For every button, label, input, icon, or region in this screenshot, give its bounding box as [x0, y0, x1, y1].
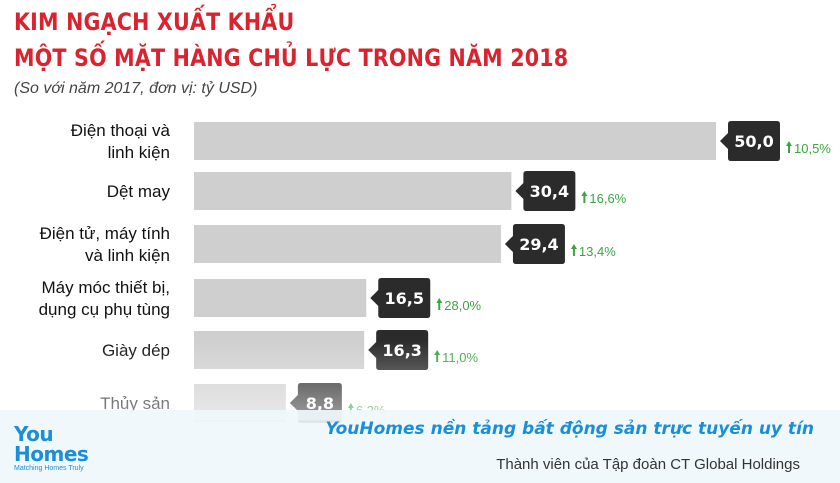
up-arrow-icon	[786, 141, 792, 153]
youhomes-logo[interactable]: You Homes Matching Homes Truly	[8, 418, 108, 474]
chart-title-line-2: MỘT SỐ MẶT HÀNG CHỦ LỰC TRONG NĂM 2018	[14, 44, 569, 72]
category-label: Điện tử, máy tính	[40, 224, 170, 243]
growth-label: 16,6%	[589, 191, 626, 206]
category-label: Máy móc thiết bị,	[42, 278, 171, 297]
up-arrow-icon	[581, 191, 588, 203]
bar-0	[194, 122, 716, 160]
footer-member-text: Thành viên của Tập đoàn CT Global Holdin…	[496, 456, 800, 473]
chart-title-line-1: KIM NGẠCH XUẤT KHẨU	[14, 8, 295, 36]
growth-label: 11,0%	[442, 350, 478, 365]
value-callout-box	[515, 171, 576, 211]
logo-text-homes: Homes	[14, 442, 89, 466]
up-arrow-icon	[436, 298, 443, 310]
value-label: 16,3	[382, 341, 421, 360]
value-label: 30,4	[530, 182, 569, 201]
logo-text-you: You	[14, 422, 54, 446]
value-label: 16,5	[385, 289, 424, 308]
chart-subtitle: (So với năm 2017, đơn vị: tỷ USD)	[14, 80, 258, 97]
up-arrow-icon	[434, 350, 441, 362]
bar-3	[194, 279, 367, 317]
value-label: 50,0	[734, 132, 773, 151]
growth-label: 28,0%	[444, 298, 481, 313]
category-label: và linh kiện	[85, 246, 170, 265]
bar-1	[194, 172, 512, 210]
growth-label: 13,4%	[579, 244, 616, 259]
bar-4	[194, 331, 365, 369]
value-label: 29,4	[519, 235, 558, 254]
category-label: dụng cụ phụ tùng	[39, 300, 170, 319]
category-label: Dệt may	[107, 182, 171, 201]
up-arrow-icon	[570, 244, 577, 256]
bar-2	[194, 225, 501, 263]
footer-banner	[0, 410, 840, 483]
value-callout-box	[720, 121, 780, 161]
value-callout-box	[504, 224, 565, 264]
logo-tagline: Matching Homes Truly	[14, 465, 84, 472]
category-label: Điện thoại và	[71, 121, 171, 140]
category-label: Giày dép	[102, 341, 170, 360]
category-label: linh kiện	[108, 143, 170, 162]
growth-label: 10,5%	[794, 141, 831, 156]
footer-slogan: YouHomes nền tảng bất động sản trực tuyế…	[325, 419, 815, 439]
value-callout-box	[370, 278, 431, 318]
